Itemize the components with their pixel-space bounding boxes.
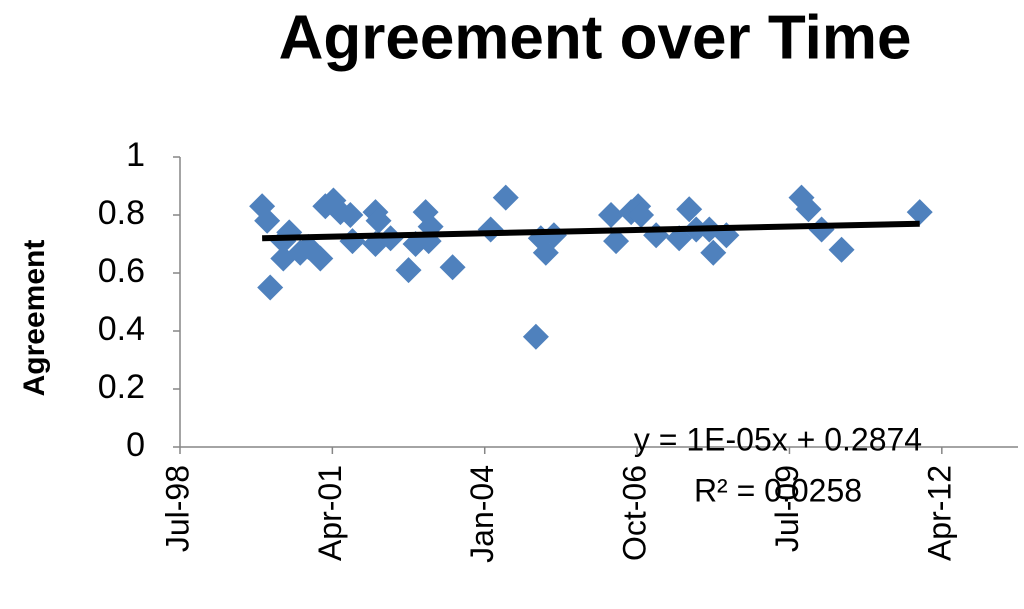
x-tick-label: Jul-98 [159, 465, 195, 552]
y-tick-label: 0 [126, 426, 145, 464]
data-point [598, 202, 625, 228]
chart-title: Agreement over Time [279, 3, 912, 72]
y-tick-label: 1 [126, 136, 145, 174]
trendline-equation: y = 1E-05x + 0.2874 [634, 421, 922, 457]
data-point [492, 184, 519, 211]
data-point [339, 228, 366, 255]
y-axis-label: Agreement [18, 240, 51, 397]
data-point [700, 239, 727, 266]
y-tick-label: 0.4 [98, 310, 145, 348]
y-tick-label: 0.6 [98, 252, 145, 290]
data-point [307, 245, 334, 272]
data-point [337, 202, 364, 228]
data-point [628, 202, 655, 228]
data-point [395, 257, 422, 284]
y-tick-label: 0.2 [98, 368, 145, 406]
trendline [262, 220, 920, 242]
data-point [257, 274, 284, 301]
data-point [828, 236, 855, 263]
trendline-r-squared: R² = 0.0258 [694, 472, 862, 508]
data-point [365, 207, 392, 234]
data-point [906, 199, 933, 226]
data-point [477, 216, 504, 243]
data-point [795, 196, 822, 223]
x-tick-label: Apr-12 [921, 465, 957, 561]
x-tick-label: Jul-09 [769, 465, 805, 552]
data-point [522, 323, 549, 350]
x-tick-label: Jan-04 [464, 465, 500, 563]
data-point [439, 254, 466, 281]
y-tick-label: 0.8 [98, 194, 145, 232]
x-tick-label: Apr-01 [312, 465, 348, 561]
data-point [254, 207, 281, 234]
data-point [643, 222, 670, 249]
data-point [676, 196, 703, 223]
data-point [808, 216, 835, 243]
data-point [603, 228, 630, 255]
x-tick-label: Oct-06 [617, 465, 653, 561]
